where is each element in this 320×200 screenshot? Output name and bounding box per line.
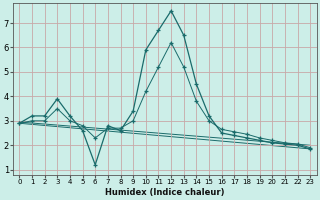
X-axis label: Humidex (Indice chaleur): Humidex (Indice chaleur)	[105, 188, 225, 197]
